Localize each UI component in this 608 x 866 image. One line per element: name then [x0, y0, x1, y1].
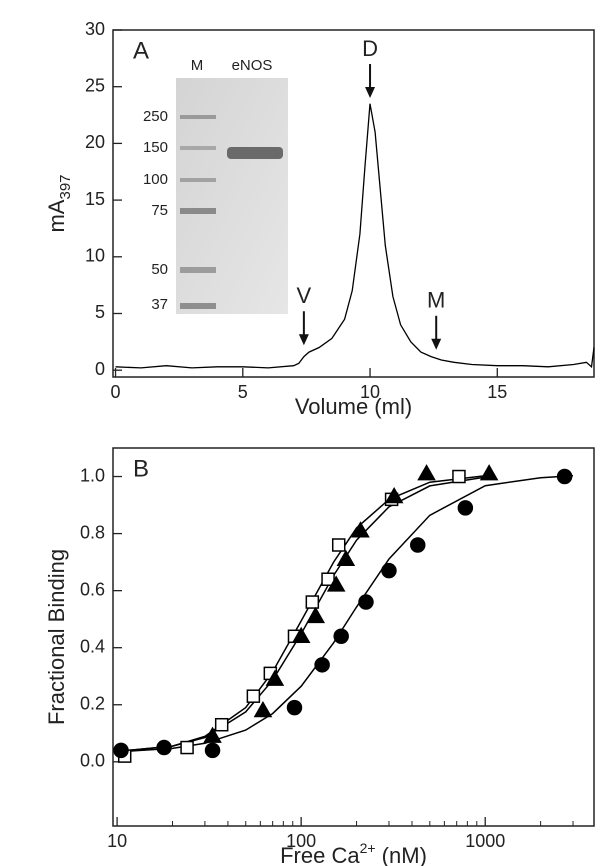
y-axis-label-text: mA [44, 199, 69, 232]
fit-curve [117, 474, 486, 753]
point [381, 562, 397, 579]
plot-frame [112, 447, 595, 827]
y-tick-label: 1.0 [80, 465, 105, 485]
y-tick-label: 0.0 [80, 751, 105, 771]
x-tick-label: 10 [107, 831, 127, 851]
annotation-label: D [362, 36, 378, 61]
y-axis-label-sub: 397 [57, 174, 74, 199]
gel-marker-label: 37 [151, 296, 168, 313]
arrowhead [431, 338, 442, 350]
annotation-label: M [427, 288, 445, 313]
gel-marker-label: 250 [143, 108, 168, 125]
point [180, 740, 194, 755]
y-axis-label: mA397 [44, 174, 74, 232]
annotation-label: V [297, 283, 312, 308]
fit-curve [117, 475, 490, 753]
y-tick-label: 0.4 [80, 636, 105, 656]
point [204, 742, 221, 759]
gel-marker-label: 150 [143, 139, 168, 156]
gel-band [180, 178, 216, 182]
gel-band [180, 267, 216, 273]
point [286, 699, 303, 716]
point [336, 549, 356, 567]
y-tick-label: 25 [85, 75, 105, 95]
point [246, 689, 261, 703]
arrowhead [365, 87, 376, 99]
point [265, 669, 285, 686]
point [333, 628, 349, 645]
y-tick-label: 30 [85, 19, 105, 39]
gel-band [180, 146, 216, 150]
point [409, 537, 426, 553]
point [156, 739, 172, 756]
point [358, 594, 374, 610]
gel-marker-label: 75 [151, 202, 168, 219]
x-tick-label: 0 [111, 382, 121, 402]
x-tick-label: 100 [286, 831, 316, 851]
point [306, 606, 326, 624]
point [253, 700, 273, 718]
x-axis-label-text: Free Ca [280, 843, 360, 866]
point [314, 657, 330, 673]
gel-band [227, 147, 283, 159]
point [305, 595, 320, 609]
gel-image [176, 78, 288, 314]
panel-label: B [133, 455, 149, 482]
trace [115, 103, 595, 369]
y-tick-label: 0.6 [80, 579, 105, 599]
y-tick-label: 10 [85, 246, 105, 266]
x-tick-label: 15 [487, 382, 507, 402]
gel-band [180, 208, 216, 214]
x-axis-label-suffix: (nM) [376, 843, 427, 866]
point [351, 521, 370, 538]
gel-marker-label: 100 [143, 171, 168, 188]
point [203, 726, 222, 743]
gel-band [180, 115, 216, 119]
point [331, 538, 346, 552]
gel-lane-label: eNOS [232, 57, 273, 74]
x-axis-label: Free Ca2+ (nM) [280, 840, 427, 866]
x-tick-label: 5 [238, 382, 248, 402]
plot-frame [112, 29, 595, 378]
point [113, 742, 129, 759]
x-axis-label: Volume (ml) [295, 394, 412, 419]
y-tick-label: 0 [95, 359, 105, 379]
point [452, 469, 466, 484]
point [479, 464, 499, 481]
gel-inset [176, 78, 288, 314]
panel-label: A [133, 37, 149, 64]
y-axis-label: Fractional Binding [44, 549, 69, 725]
gel-band [180, 303, 216, 309]
point [326, 575, 346, 592]
y-tick-label: 0.2 [80, 694, 105, 714]
x-tick-label: 1000 [465, 831, 505, 851]
y-tick-label: 15 [85, 189, 105, 209]
point [457, 500, 474, 516]
x-tick-label: 10 [360, 382, 380, 402]
gel-lane-label: M [191, 57, 204, 74]
point [214, 717, 229, 732]
point [291, 626, 311, 644]
y-tick-label: 0.8 [80, 522, 105, 542]
fit-curve [117, 474, 574, 753]
gel-marker-label: 50 [151, 261, 168, 278]
point [384, 486, 404, 504]
y-tick-label: 20 [85, 132, 105, 152]
y-tick-label: 5 [95, 302, 105, 322]
point [417, 464, 436, 481]
x-axis-label-sup: 2+ [360, 840, 376, 856]
arrowhead [298, 334, 309, 346]
point [556, 468, 573, 485]
